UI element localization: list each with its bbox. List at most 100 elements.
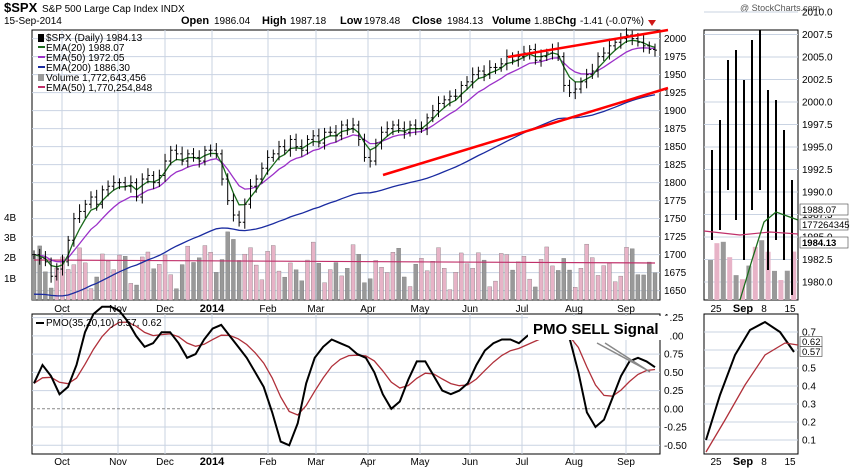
volume-bar bbox=[573, 287, 578, 301]
side-y-tick: 2010.0 bbox=[802, 8, 833, 19]
volume-bar bbox=[356, 254, 361, 301]
volume-bar bbox=[265, 251, 270, 301]
volume-bar bbox=[71, 264, 77, 301]
pmo-x-tick-label: Dec bbox=[156, 457, 174, 468]
pmo-tick-label: -0.50 bbox=[664, 441, 687, 452]
pmo-tick-label: 1.25 bbox=[664, 313, 684, 324]
side-volume-bar bbox=[791, 251, 797, 300]
volume-bar bbox=[607, 263, 612, 301]
legend-vol-ema: EMA(50) 1,770,254,848 bbox=[46, 83, 153, 94]
side-pmo-tick: 0.4 bbox=[802, 382, 816, 393]
volume-bar bbox=[48, 287, 54, 301]
open-value: 1986.04 bbox=[214, 16, 251, 27]
volume-bar bbox=[88, 288, 94, 301]
volume-bar bbox=[345, 268, 350, 301]
volume-bar bbox=[652, 272, 658, 301]
y-tick-label: 1950 bbox=[664, 70, 687, 81]
side-price-tag bbox=[799, 218, 849, 231]
volume-bar bbox=[134, 284, 139, 301]
volume-bar bbox=[453, 272, 458, 301]
pmo-tick-label: -0.25 bbox=[664, 423, 687, 434]
volume-bar bbox=[259, 279, 265, 301]
close-value: 1984.13 bbox=[447, 16, 484, 27]
volume-bar bbox=[504, 254, 510, 301]
volume-bar bbox=[111, 269, 116, 301]
side-y-tick: 2005.0 bbox=[802, 53, 833, 64]
legend-volume: Volume 1,772,643,456 bbox=[46, 73, 147, 84]
side-volume-bar bbox=[720, 241, 726, 300]
volume-bar bbox=[493, 280, 498, 301]
header-name: S&P 500 Large Cap Index INDX bbox=[42, 4, 185, 15]
y-tick-label: 1650 bbox=[664, 286, 687, 297]
volume-bar bbox=[100, 253, 105, 301]
volume-tick-label: 1B bbox=[4, 274, 17, 285]
side-pmo-signal bbox=[705, 342, 799, 453]
x-tick-label: Mar bbox=[307, 304, 325, 315]
volume-bar bbox=[157, 264, 162, 301]
side-pmo-panel bbox=[703, 313, 799, 455]
pmo-x-tick-label: Jul bbox=[516, 457, 529, 468]
volume-bar bbox=[550, 265, 555, 301]
volume-bar bbox=[402, 276, 407, 301]
pmo-x-tick-label: 2014 bbox=[200, 456, 225, 468]
volume-bar bbox=[362, 282, 367, 301]
side-volume-bar bbox=[752, 246, 758, 300]
side-volume-bar bbox=[759, 240, 765, 300]
y-tick-label: 1825 bbox=[664, 160, 687, 171]
side-ema20 bbox=[739, 211, 799, 301]
side-price-tag bbox=[799, 236, 849, 249]
side-y-tick: 2002.5 bbox=[802, 75, 833, 86]
pmo-x-tick-label: Feb bbox=[259, 457, 277, 468]
volume-bar bbox=[595, 275, 601, 301]
volume-bar bbox=[647, 261, 652, 301]
volume-bar bbox=[459, 252, 464, 301]
volume-bar bbox=[197, 257, 202, 301]
pmo-x-tick-label: Aug bbox=[565, 457, 583, 468]
side-volume-bar bbox=[778, 279, 784, 300]
volume-bar bbox=[168, 274, 173, 301]
side-pmo-tick: 0.1 bbox=[802, 436, 816, 447]
volume-bar bbox=[367, 278, 373, 301]
close-label: Close bbox=[412, 15, 442, 27]
volume-bar bbox=[248, 247, 253, 301]
volume-bar bbox=[350, 244, 356, 301]
pmo-x-tick-label: Apr bbox=[360, 457, 376, 468]
y-tick-label: 1850 bbox=[664, 142, 687, 153]
volume-bar bbox=[31, 255, 37, 301]
volume-bar bbox=[390, 252, 396, 301]
volume-bar bbox=[162, 254, 168, 301]
side-y-tick: 2000.0 bbox=[802, 98, 833, 109]
volume-bar bbox=[202, 245, 208, 301]
volume-bar bbox=[584, 243, 589, 301]
volume-value: 1.8B bbox=[534, 16, 555, 27]
side-pmo-tag-text: 0.57 bbox=[802, 347, 821, 358]
side-pmo-tick: 0.2 bbox=[802, 418, 816, 429]
open-label: Open bbox=[181, 15, 209, 27]
volume-bar bbox=[487, 286, 492, 301]
ema200-line bbox=[33, 94, 656, 297]
volume-bar bbox=[510, 269, 515, 301]
volume-bar bbox=[407, 286, 413, 301]
x-tick-label: 2014 bbox=[200, 303, 225, 315]
volume-bar bbox=[499, 253, 504, 301]
volume-bar bbox=[430, 261, 435, 301]
volume-bar bbox=[179, 264, 185, 301]
pmo-x-tick-label: Oct bbox=[54, 457, 70, 468]
volume-bar bbox=[117, 254, 122, 301]
volume-bar bbox=[191, 262, 196, 301]
volume-bar bbox=[578, 268, 584, 301]
volume-bar bbox=[151, 268, 156, 301]
volume-bar bbox=[123, 256, 128, 301]
volume-bar bbox=[254, 264, 259, 301]
volume-bar bbox=[43, 271, 48, 301]
header-date: 15-Sep-2014 bbox=[4, 16, 62, 27]
down-arrow-icon bbox=[648, 20, 656, 26]
y-tick-label: 1900 bbox=[664, 106, 687, 117]
pmo-tick-label: 0.75 bbox=[664, 350, 684, 361]
chg-label: Chg bbox=[555, 15, 576, 27]
side-pmo-tag bbox=[799, 346, 823, 357]
y-tick-label: 1975 bbox=[664, 52, 687, 63]
x-tick-label: Jun bbox=[462, 304, 478, 315]
x-tick-label: Oct bbox=[54, 304, 70, 315]
side-y-tick: 2007.5 bbox=[802, 30, 833, 41]
